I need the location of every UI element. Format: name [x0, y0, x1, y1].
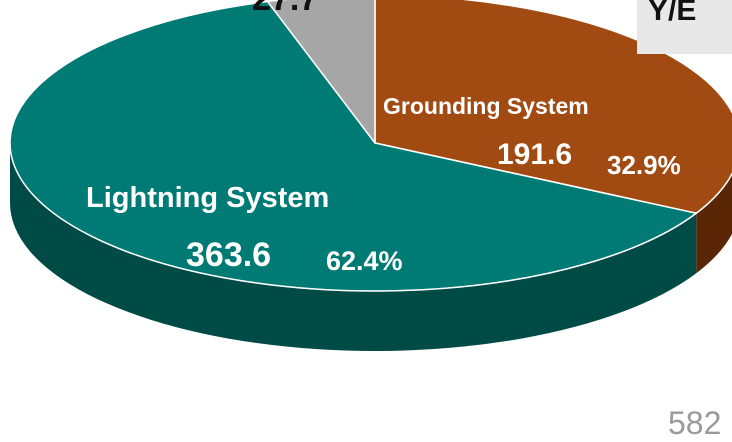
- clipped-corner-label: 582: [668, 405, 722, 441]
- slice-side-0: [696, 173, 732, 274]
- slice-2: [266, 0, 376, 144]
- slice-value-grounding: 191.6: [497, 138, 573, 171]
- legend-label: Y/E: [648, 0, 697, 27]
- chart-area: 27.7 Y/E Grounding System 191.6 32.9% Li…: [9, 0, 732, 441]
- slice-value-lightning: 363.6: [186, 236, 272, 274]
- pie-rim: [9, 142, 732, 292]
- clipped-value-label: 27.7: [252, 0, 318, 19]
- slice-label-grounding: Grounding System: [383, 93, 589, 119]
- pie-chart: [9, 0, 732, 352]
- slice-side-1: [10, 143, 697, 352]
- slice-percent-grounding: 32.9%: [607, 150, 681, 180]
- legend-box: [637, 0, 732, 54]
- slice-label-lightning: Lightning System: [86, 182, 330, 214]
- slice-percent-lightning: 62.4%: [326, 246, 403, 276]
